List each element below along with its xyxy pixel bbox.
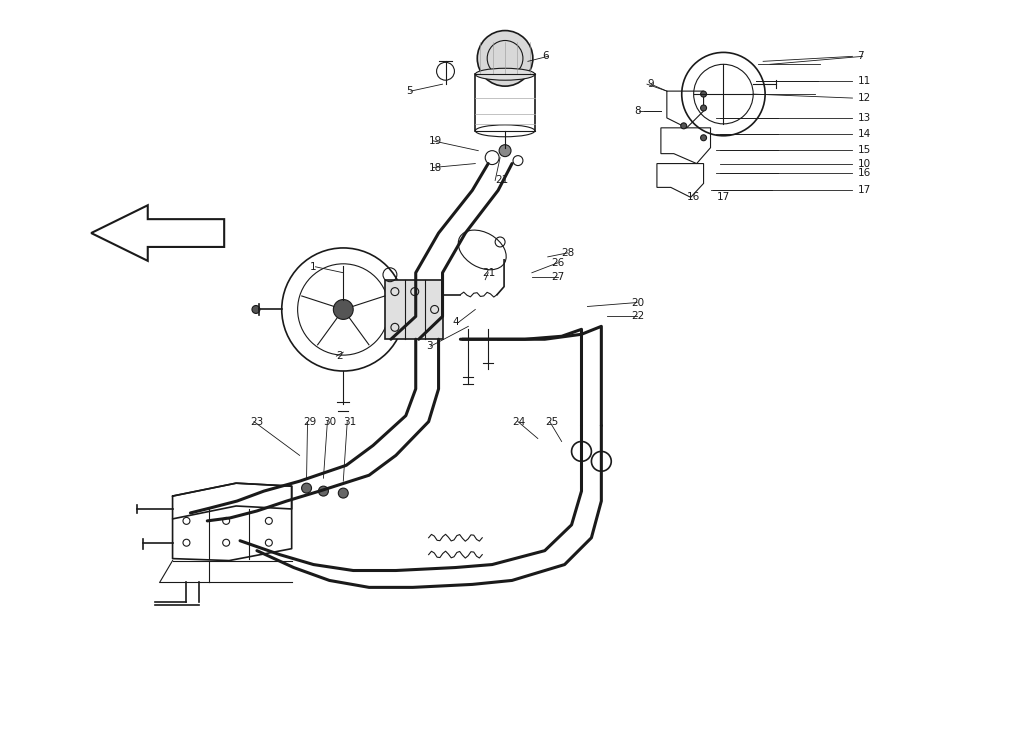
Circle shape — [499, 145, 511, 157]
Circle shape — [592, 452, 611, 471]
Text: 15: 15 — [858, 144, 871, 155]
Text: 14: 14 — [858, 129, 871, 139]
FancyBboxPatch shape — [385, 280, 443, 339]
Circle shape — [700, 105, 707, 111]
Text: 10: 10 — [858, 158, 871, 169]
Text: 11: 11 — [858, 76, 871, 86]
Circle shape — [700, 135, 707, 141]
Text: 7: 7 — [858, 51, 864, 61]
Ellipse shape — [476, 125, 535, 137]
Text: 8: 8 — [634, 106, 641, 116]
Text: 18: 18 — [428, 162, 442, 173]
Text: 26: 26 — [551, 258, 565, 268]
Text: 22: 22 — [632, 312, 644, 321]
Text: 1: 1 — [309, 262, 316, 272]
Text: 2: 2 — [336, 351, 343, 361]
Polygon shape — [91, 205, 224, 261]
Circle shape — [318, 486, 329, 496]
Circle shape — [681, 123, 687, 129]
Text: 4: 4 — [453, 318, 459, 327]
Circle shape — [338, 488, 348, 498]
Text: 29: 29 — [304, 417, 316, 426]
Text: 31: 31 — [343, 417, 356, 426]
Text: 20: 20 — [632, 298, 644, 307]
Text: 25: 25 — [544, 417, 558, 426]
Circle shape — [572, 441, 592, 461]
Text: 19: 19 — [428, 135, 442, 146]
Ellipse shape — [476, 68, 535, 80]
Text: 9: 9 — [647, 79, 653, 89]
Text: 21: 21 — [483, 268, 495, 278]
Text: 6: 6 — [542, 51, 548, 61]
Text: 16: 16 — [858, 168, 871, 179]
Text: 27: 27 — [551, 272, 565, 282]
Text: 12: 12 — [858, 93, 871, 103]
Text: 3: 3 — [425, 341, 432, 351]
Text: 24: 24 — [512, 417, 525, 426]
Text: 28: 28 — [562, 248, 575, 258]
Circle shape — [478, 31, 533, 86]
Circle shape — [252, 306, 260, 313]
Text: 16: 16 — [687, 192, 700, 202]
Text: 13: 13 — [858, 113, 871, 123]
Circle shape — [700, 91, 707, 97]
Text: 23: 23 — [250, 417, 263, 426]
Text: 5: 5 — [406, 86, 413, 96]
Text: 30: 30 — [324, 417, 337, 426]
Text: 17: 17 — [858, 185, 871, 196]
Circle shape — [334, 300, 353, 319]
Circle shape — [302, 483, 311, 493]
Text: 21: 21 — [495, 176, 508, 185]
Text: 17: 17 — [717, 192, 730, 202]
